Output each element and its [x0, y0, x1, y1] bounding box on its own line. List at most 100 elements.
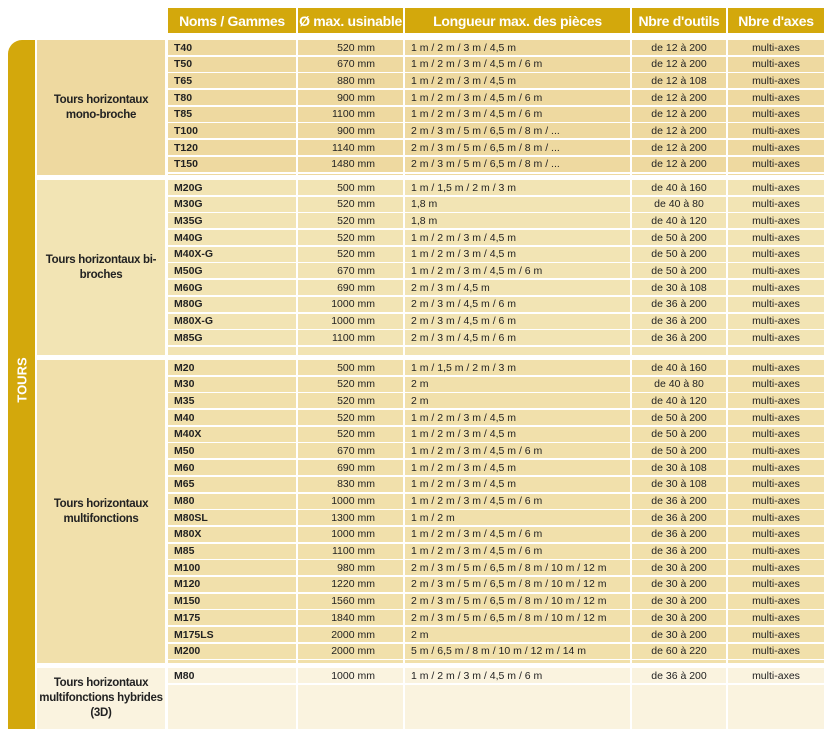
max-length: 1 m / 2 m / 3 m / 4,5 m: [405, 460, 630, 476]
model-name: M175: [168, 610, 296, 626]
table-row: M200 2000 mm 5 m / 6,5 m / 8 m / 10 m / 12…: [168, 643, 824, 659]
max-length: 2 m / 3 m / 5 m / 6,5 m / 8 m / ...: [405, 123, 630, 139]
max-diameter: 1480 mm: [298, 156, 403, 172]
model-name: M20G: [168, 180, 296, 195]
tool-count: de 50 à 200: [632, 246, 726, 262]
model-name: M80X-G: [168, 313, 296, 329]
max-length: 1 m / 2 m / 3 m / 4,5 m / 6 m: [405, 56, 630, 72]
max-diameter: 900 mm: [298, 123, 403, 139]
max-length: 2 m: [405, 393, 630, 409]
side-label-text: TOURS: [14, 357, 29, 403]
axes: multi-axes: [728, 140, 824, 156]
max-length: 2 m / 3 m / 4,5 m: [405, 280, 630, 296]
header-longueur-max: Longueur max. des pièces: [405, 8, 630, 33]
max-diameter: 1840 mm: [298, 610, 403, 626]
model-name: M50G: [168, 263, 296, 279]
max-diameter: 2000 mm: [298, 627, 403, 642]
tool-count: de 40 à 160: [632, 360, 726, 375]
model-name: M35G: [168, 213, 296, 229]
model-name: M80: [168, 493, 296, 509]
table-row: T80 900 mm 1 m / 2 m / 3 m / 4,5 m / 6 m de…: [168, 90, 824, 106]
axes: multi-axes: [728, 123, 824, 139]
max-length: 1 m / 2 m / 3 m / 4,5 m / 6 m: [405, 106, 630, 122]
tool-count: de 36 à 200: [632, 510, 726, 526]
axes: multi-axes: [728, 543, 824, 559]
tool-count: de 12 à 108: [632, 73, 726, 89]
axes: multi-axes: [728, 296, 824, 312]
table-row: M150 1560 mm 2 m / 3 m / 5 m / 6,5 m / 8 m…: [168, 593, 824, 609]
model-name: T85: [168, 106, 296, 122]
model-rows: M20 500 mm 1 m / 1,5 m / 2 m / 3 m de 40 à …: [168, 360, 824, 663]
table-row: M40G 520 mm 1 m / 2 m / 3 m / 4,5 m de 50 à…: [168, 230, 824, 246]
max-diameter: 520 mm: [298, 196, 403, 212]
max-diameter: 1100 mm: [298, 106, 403, 122]
max-diameter: 520 mm: [298, 246, 403, 262]
max-diameter: 670 mm: [298, 443, 403, 459]
model-name: M100: [168, 560, 296, 576]
group-bi-broches: Tours horizontaux bi-broches M20G 500 mm 1 …: [37, 180, 824, 355]
table-row: M100 980 mm 2 m / 3 m / 5 m / 6,5 m / 8 m …: [168, 560, 824, 576]
max-diameter: 1000 mm: [298, 313, 403, 329]
axes: multi-axes: [728, 156, 824, 172]
model-name: M80: [168, 668, 296, 683]
max-diameter: 1100 mm: [298, 330, 403, 346]
axes: multi-axes: [728, 627, 824, 642]
tool-count: de 12 à 200: [632, 156, 726, 172]
axes: multi-axes: [728, 180, 824, 195]
model-name: T100: [168, 123, 296, 139]
table-row: M30G 520 mm 1,8 m de 40 à 80 multi-axes: [168, 196, 824, 212]
max-length: 2 m / 3 m / 4,5 m / 6 m: [405, 330, 630, 346]
tool-count: de 40 à 80: [632, 376, 726, 392]
max-length: 2 m: [405, 376, 630, 392]
model-name: T50: [168, 56, 296, 72]
max-length: 1 m / 1,5 m / 2 m / 3 m: [405, 360, 630, 375]
max-length: 1 m / 2 m / 3 m / 4,5 m: [405, 230, 630, 246]
tool-count: de 40 à 120: [632, 393, 726, 409]
axes: multi-axes: [728, 313, 824, 329]
header-nbre-axes: Nbre d'axes: [728, 8, 824, 33]
max-diameter: 670 mm: [298, 56, 403, 72]
axes: multi-axes: [728, 426, 824, 442]
tool-count: de 40 à 80: [632, 196, 726, 212]
max-diameter: 980 mm: [298, 560, 403, 576]
max-length: 1 m / 2 m / 3 m / 4,5 m: [405, 476, 630, 492]
table-row: M60 690 mm 1 m / 2 m / 3 m / 4,5 m de 30 à …: [168, 460, 824, 476]
axes: multi-axes: [728, 526, 824, 542]
axes: multi-axes: [728, 668, 824, 683]
tool-count: de 36 à 200: [632, 493, 726, 509]
model-rows: T40 520 mm 1 m / 2 m / 3 m / 4,5 m de 12 à …: [168, 40, 824, 175]
model-name: M80G: [168, 296, 296, 312]
max-diameter: 1140 mm: [298, 140, 403, 156]
max-diameter: 500 mm: [298, 180, 403, 195]
axes: multi-axes: [728, 90, 824, 106]
empty-cell: [632, 173, 726, 175]
axes: multi-axes: [728, 643, 824, 659]
empty-cell: [168, 346, 296, 355]
group-multifonctions: Tours horizontaux multifonctions M20 500 m…: [37, 360, 824, 663]
table-row: T120 1140 mm 2 m / 3 m / 5 m / 6,5 m / 8 m…: [168, 140, 824, 156]
max-diameter: 690 mm: [298, 460, 403, 476]
empty-cell: [168, 660, 296, 663]
tool-count: de 36 à 200: [632, 668, 726, 683]
axes: multi-axes: [728, 213, 824, 229]
header-diametre-max: Ø max. usinable: [298, 8, 403, 33]
empty-cell: [298, 346, 403, 355]
model-name: T65: [168, 73, 296, 89]
model-name: M30G: [168, 196, 296, 212]
tool-count: de 40 à 120: [632, 213, 726, 229]
table-row: M80G 1000 mm 2 m / 3 m / 4,5 m / 6 m de 36 …: [168, 296, 824, 312]
table-row: M85G 1100 mm 2 m / 3 m / 4,5 m / 6 m de 36 …: [168, 330, 824, 346]
category-label: Tours horizontaux bi-broches: [37, 180, 165, 355]
axes: multi-axes: [728, 73, 824, 89]
table-row: M120 1220 mm 2 m / 3 m / 5 m / 6,5 m / 8 m…: [168, 576, 824, 592]
table-row: M35G 520 mm 1,8 m de 40 à 120 multi-axes: [168, 213, 824, 229]
table-row: M80SL 1300 mm 1 m / 2 m de 36 à 200 multi-ax…: [168, 510, 824, 526]
table-row: M30 520 mm 2 m de 40 à 80 multi-axes: [168, 376, 824, 392]
tool-count: de 36 à 200: [632, 543, 726, 559]
tool-count: de 12 à 200: [632, 56, 726, 72]
table-row: T50 670 mm 1 m / 2 m / 3 m / 4,5 m / 6 m de…: [168, 56, 824, 72]
max-length: 1,8 m: [405, 196, 630, 212]
axes: multi-axes: [728, 40, 824, 55]
